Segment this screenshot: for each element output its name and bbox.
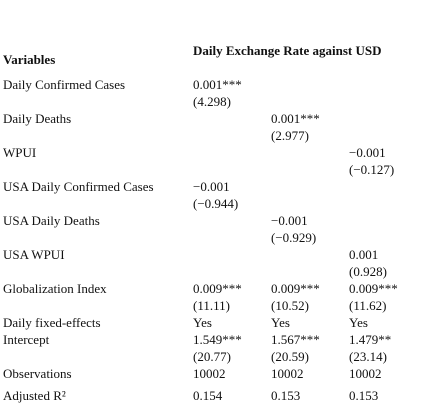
cell-value: 1.479** [349,332,392,347]
row-label: USA Daily Deaths [3,213,100,228]
cell-value: 0.153 [349,388,379,403]
cell-tstat: (20.59) [271,349,309,364]
cell-value: Yes [349,315,368,330]
cell-value: 0.009*** [349,281,398,296]
cell-value: −0.001 [271,213,308,228]
cell-value: 0.154 [193,388,223,403]
row-label: USA Daily Confirmed Cases [3,179,154,194]
row-label: Adjusted R² [3,388,66,403]
row-label: Intercept [3,332,50,347]
header-variable: Variables [3,52,56,67]
cell-tstat: (10.52) [271,298,309,313]
row-label: Globalization Index [3,281,107,296]
cell-value: 0.153 [271,388,301,403]
cell-value: 1.567*** [271,332,320,347]
row-label: Daily fixed-effects [3,315,101,330]
row-label: Daily Confirmed Cases [3,77,126,92]
cell-tstat: (2.977) [271,128,309,143]
cell-value: 0.001*** [193,77,242,92]
cell-tstat: (−0.929) [271,230,317,245]
cell-value: 10002 [349,366,382,381]
cell-tstat: (23.14) [349,349,387,364]
cell-value: Yes [193,315,212,330]
cell-tstat: (20.77) [193,349,231,364]
row-label: USA WPUI [3,247,65,262]
cell-value: 0.001*** [271,111,320,126]
cell-value: Yes [271,315,290,330]
cell-value: 0.009*** [271,281,320,296]
cell-tstat: (−0.944) [193,196,239,211]
cell-value: 0.001 [349,247,379,262]
cell-tstat: (11.11) [193,298,230,313]
cell-tstat: (11.62) [349,298,387,313]
cell-value: −0.001 [349,145,386,160]
cell-tstat: (0.928) [349,264,387,279]
row-label: WPUI [3,145,37,160]
cell-value: −0.001 [193,179,230,194]
cell-tstat: (−0.127) [349,162,395,177]
cell-value: 1.549*** [193,332,242,347]
cell-value: 10002 [193,366,226,381]
cell-tstat: (4.298) [193,94,231,109]
cell-value: 0.009*** [193,281,242,296]
row-label: Daily Deaths [3,111,72,126]
row-label: Observations [3,366,72,381]
cell-value: 10002 [271,366,304,381]
header-dependent: Daily Exchange Rate against USD [193,43,382,58]
